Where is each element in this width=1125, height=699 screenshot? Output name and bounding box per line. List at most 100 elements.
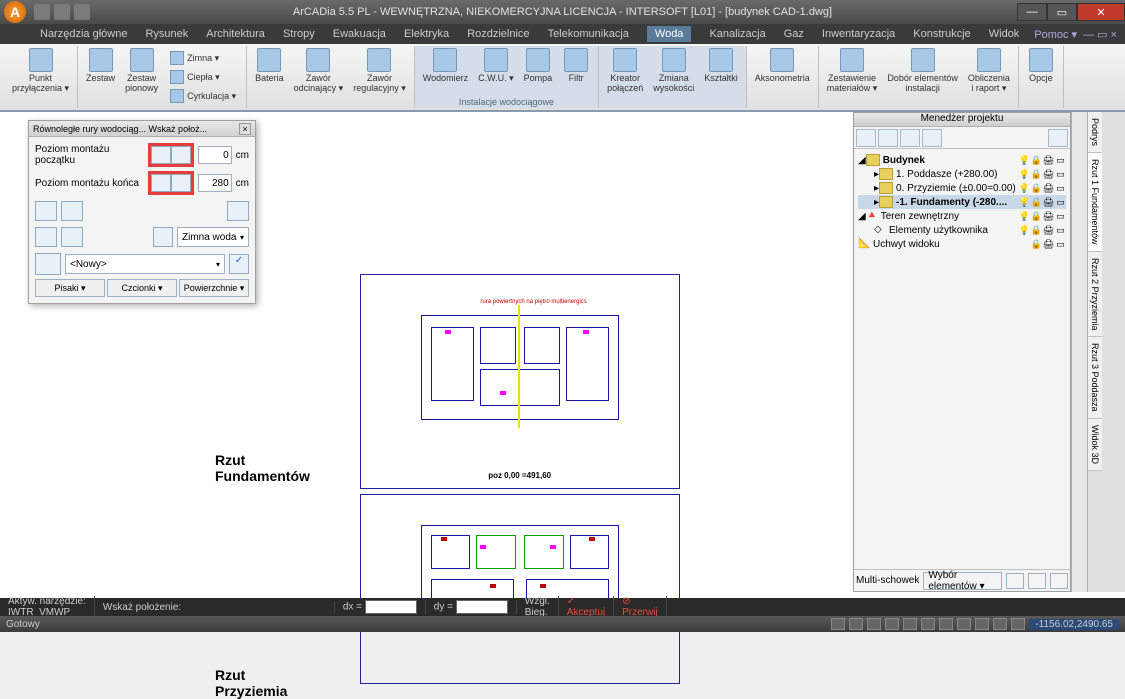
pm-tool-1[interactable]: [856, 129, 876, 147]
water-type-combo[interactable]: Zimna woda: [177, 227, 249, 247]
filtr-button[interactable]: Filtr: [558, 46, 594, 96]
cyrkulacja-button[interactable]: Cyrkulacja ▾: [166, 87, 240, 105]
pm-foot-3[interactable]: [1050, 573, 1068, 589]
bateria-button[interactable]: Bateria: [251, 46, 288, 108]
tab-kanalizacja[interactable]: Kanalizacja: [709, 28, 765, 40]
combo-icon[interactable]: [153, 227, 173, 247]
qat-undo-icon[interactable]: [54, 4, 70, 20]
pisaki-button[interactable]: Pisaki ▾: [35, 279, 105, 297]
pompa-button[interactable]: Pompa: [520, 46, 557, 96]
app-icon[interactable]: A: [4, 1, 26, 23]
tab-elektryka[interactable]: Elektryka: [404, 28, 449, 40]
ksztaltki-button[interactable]: Kształtki: [700, 46, 742, 108]
zmiana-button[interactable]: Zmianawysokości: [649, 46, 698, 108]
min-ribbon-button[interactable]: — ▭ ×: [1083, 28, 1117, 41]
type-icon-1[interactable]: [35, 227, 57, 247]
level-btn-2b[interactable]: [171, 174, 191, 192]
tree-uchwyt[interactable]: 📐Uchwyt widoku🔒🖨▭: [858, 237, 1066, 251]
dy-input[interactable]: [456, 600, 508, 614]
pm-tool-4[interactable]: [922, 129, 942, 147]
status-chip-7[interactable]: [939, 618, 953, 630]
help-button[interactable]: Pomoc ▾: [1034, 28, 1077, 41]
tool-icon-3[interactable]: [227, 201, 249, 221]
tab-stropy[interactable]: Stropy: [283, 28, 315, 40]
qat-redo-icon[interactable]: [74, 4, 90, 20]
minimize-button[interactable]: —: [1017, 3, 1047, 21]
pm-tool-3[interactable]: [900, 129, 920, 147]
nowy-combo[interactable]: <Nowy>: [65, 254, 225, 274]
zimna-button[interactable]: Zimna ▾: [166, 49, 240, 67]
tab-gaz[interactable]: Gaz: [784, 28, 804, 40]
status-chip-6[interactable]: [921, 618, 935, 630]
status-chip-5[interactable]: [903, 618, 917, 630]
aksonometria-button[interactable]: Aksonometria: [751, 46, 814, 108]
panel-title[interactable]: Równoległe rury wodociąg... Wskaż położ.…: [29, 121, 255, 137]
status-chip-2[interactable]: [849, 618, 863, 630]
opcje-button[interactable]: Opcje: [1023, 46, 1059, 108]
tab-telekomunikacja[interactable]: Telekomunikacja: [548, 28, 629, 40]
level-btn-1a[interactable]: [151, 146, 171, 164]
tree-teren[interactable]: ◢ 🔺Teren zewnętrzny💡🔒🖨▭: [858, 209, 1066, 223]
zestaw-pionowy-button[interactable]: Zestawpionowy: [121, 46, 162, 108]
level-btn-1b[interactable]: [171, 146, 191, 164]
poziom-poczatku-input[interactable]: [198, 146, 232, 164]
tab-rysunek[interactable]: Rysunek: [145, 28, 188, 40]
pm-foot-2[interactable]: [1028, 573, 1046, 589]
vtab-podrys[interactable]: Podrys: [1088, 112, 1102, 153]
type-icon-2[interactable]: [61, 227, 83, 247]
pm-tool-5[interactable]: [1048, 129, 1068, 147]
status-chip-9[interactable]: [975, 618, 989, 630]
ciepla-button[interactable]: Ciepła ▾: [166, 68, 240, 86]
obliczenia-button[interactable]: Obliczeniai raport ▾: [964, 46, 1014, 108]
status-chip-1[interactable]: [831, 618, 845, 630]
level-btn-2a[interactable]: [151, 174, 171, 192]
zestawienie-button[interactable]: Zestawieniemateriałów ▾: [823, 46, 882, 108]
close-button[interactable]: ✕: [1077, 3, 1125, 21]
tree-fundamenty[interactable]: ▸ -1. Fundamenty (-280....💡🔒🖨▭: [858, 195, 1066, 209]
qat-save-icon[interactable]: [34, 4, 50, 20]
wybor-combo[interactable]: Wybór elementów ▾: [923, 572, 1002, 590]
status-chip-10[interactable]: [993, 618, 1007, 630]
tab-architektura[interactable]: Architektura: [206, 28, 265, 40]
tab-narzedzia[interactable]: Narzędzia główne: [40, 28, 127, 40]
check-icon[interactable]: ✓: [229, 254, 249, 274]
cwu-button[interactable]: C.W.U. ▾: [474, 46, 518, 96]
tool-icon-2[interactable]: [61, 201, 83, 221]
zawor-regulacyjny-button[interactable]: Zawórregulacyjny ▾: [349, 46, 410, 108]
vtab-przyziemie[interactable]: Rzut 2 Przyziemia: [1088, 252, 1102, 338]
tab-rozdzielnice[interactable]: Rozdzielnice: [467, 28, 529, 40]
dx-input[interactable]: [365, 600, 417, 614]
akceptuj-button[interactable]: ✓Akceptuj: [559, 596, 614, 618]
dobor-button[interactable]: Dobór elementówinstalacji: [883, 46, 962, 108]
zestaw-button[interactable]: Zestaw: [82, 46, 119, 108]
przerwij-button[interactable]: ⊘Przerwij: [614, 596, 667, 618]
poziom-konca-input[interactable]: [198, 174, 232, 192]
tree-poddasze[interactable]: ▸ 1. Poddasze (+280.00)💡🔒🖨▭: [858, 167, 1066, 181]
vtab-poddasze[interactable]: Rzut 3 Poddasza: [1088, 337, 1102, 419]
maximize-button[interactable]: ▭: [1047, 3, 1077, 21]
punkt-przylaczenia-button[interactable]: Punktprzyłączenia ▾: [8, 46, 73, 108]
zawor-odcinajacy-button[interactable]: Zawórodcinający ▾: [290, 46, 348, 108]
pm-tool-2[interactable]: [878, 129, 898, 147]
wodomierz-button[interactable]: Wodomierz: [419, 46, 472, 96]
wzgl-bieg[interactable]: Wzgl.Bieg.: [517, 596, 559, 618]
status-chip-4[interactable]: [885, 618, 899, 630]
status-chip-3[interactable]: [867, 618, 881, 630]
tab-widok[interactable]: Widok: [989, 28, 1020, 40]
tab-woda[interactable]: Woda: [647, 26, 692, 42]
tab-inwentaryzacja[interactable]: Inwentaryzacja: [822, 28, 895, 40]
kreator-button[interactable]: Kreatorpołączeń: [603, 46, 647, 108]
powierzchnie-button[interactable]: Powierzchnie ▾: [179, 279, 249, 297]
panel-close-icon[interactable]: ×: [239, 123, 251, 135]
vtab-fundamenty[interactable]: Rzut 1 Fundamentów: [1088, 153, 1102, 252]
tool-icon-1[interactable]: [35, 201, 57, 221]
tree-elementy[interactable]: ◇Elementy użytkownika💡🔒🖨▭: [858, 223, 1066, 237]
pm-foot-1[interactable]: [1006, 573, 1024, 589]
tree-root[interactable]: ◢ Budynek💡🔒🖨▭: [858, 153, 1066, 167]
status-chip-11[interactable]: [1011, 618, 1025, 630]
tab-ewakuacja[interactable]: Ewakuacja: [333, 28, 386, 40]
vtab-3d[interactable]: Widok 3D: [1088, 419, 1102, 471]
settings-icon[interactable]: [35, 253, 61, 275]
tree-przyziemie[interactable]: ▸ 0. Przyziemie (±0.00=0.00)💡🔒🖨▭: [858, 181, 1066, 195]
czcionki-button[interactable]: Czcionki ▾: [107, 279, 177, 297]
